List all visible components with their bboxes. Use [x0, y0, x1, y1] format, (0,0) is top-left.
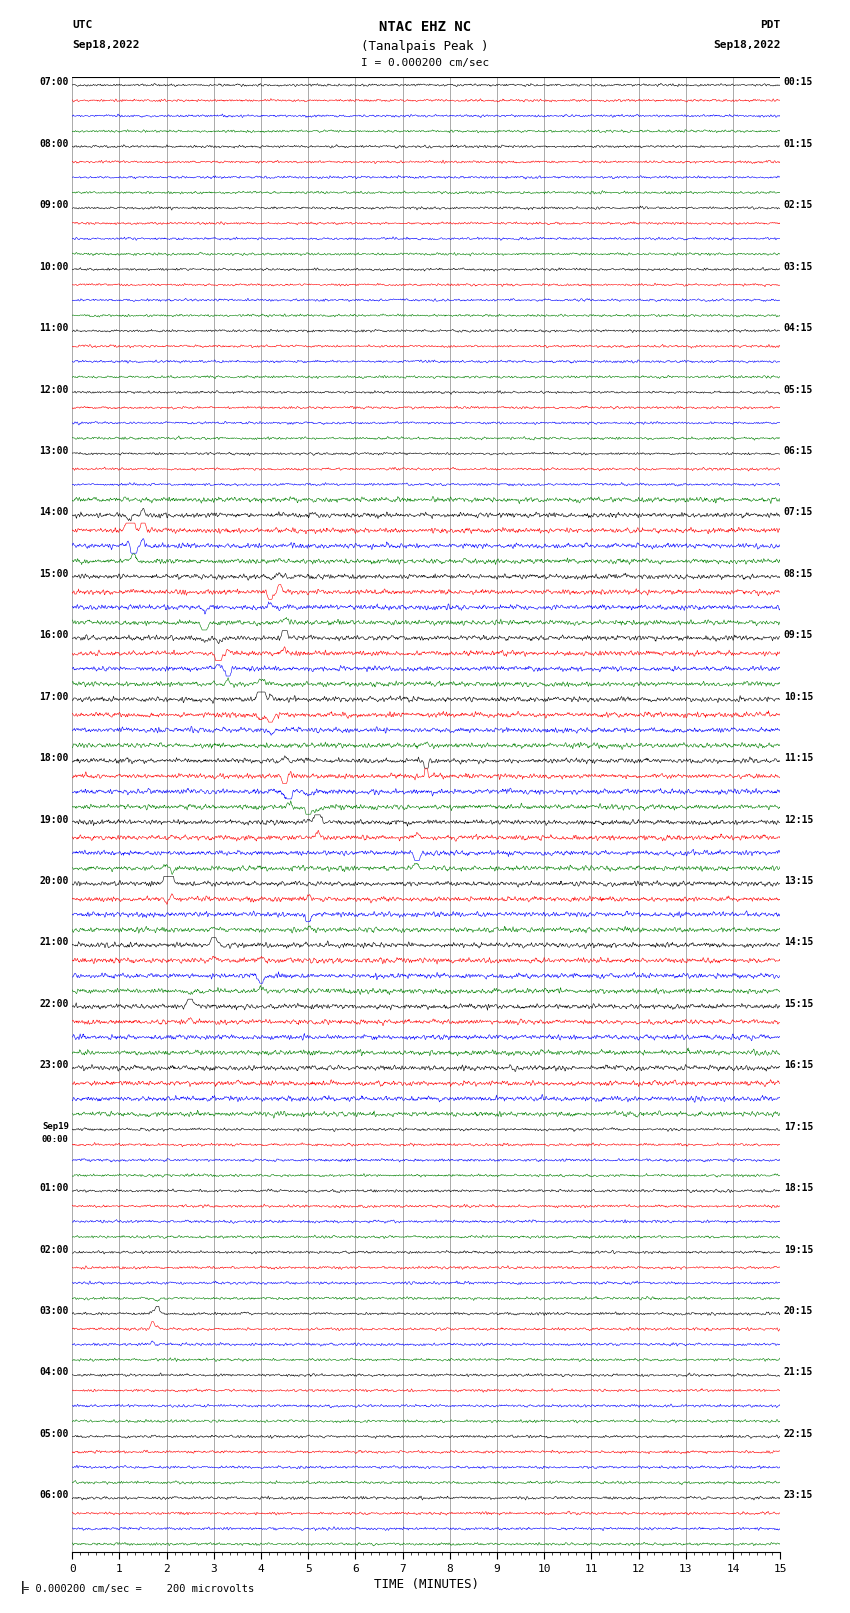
Text: 15:00: 15:00 [39, 569, 69, 579]
Text: 04:00: 04:00 [39, 1368, 69, 1378]
Text: 08:15: 08:15 [784, 569, 813, 579]
Text: Sep18,2022: Sep18,2022 [72, 39, 139, 50]
Text: 16:15: 16:15 [784, 1060, 813, 1071]
Text: 10:00: 10:00 [39, 261, 69, 271]
Text: 05:15: 05:15 [784, 384, 813, 395]
Text: 14:00: 14:00 [39, 508, 69, 518]
Text: 00:00: 00:00 [42, 1134, 69, 1144]
Text: 20:15: 20:15 [784, 1307, 813, 1316]
Text: 22:15: 22:15 [784, 1429, 813, 1439]
Text: 23:15: 23:15 [784, 1490, 813, 1500]
Text: 04:15: 04:15 [784, 323, 813, 334]
Text: 11:15: 11:15 [784, 753, 813, 763]
Text: 13:15: 13:15 [784, 876, 813, 886]
Text: 17:15: 17:15 [784, 1121, 813, 1132]
Text: 02:00: 02:00 [39, 1245, 69, 1255]
X-axis label: TIME (MINUTES): TIME (MINUTES) [374, 1578, 479, 1590]
Text: 01:15: 01:15 [784, 139, 813, 148]
Text: NTAC EHZ NC: NTAC EHZ NC [379, 19, 471, 34]
Text: 12:15: 12:15 [784, 815, 813, 824]
Text: PDT: PDT [760, 19, 780, 31]
Text: 22:00: 22:00 [39, 998, 69, 1008]
Text: (Tanalpais Peak ): (Tanalpais Peak ) [361, 39, 489, 53]
Text: 20:00: 20:00 [39, 876, 69, 886]
Text: 07:00: 07:00 [39, 77, 69, 87]
Text: 18:00: 18:00 [39, 753, 69, 763]
Text: 19:15: 19:15 [784, 1245, 813, 1255]
Text: Sep18,2022: Sep18,2022 [713, 39, 780, 50]
Text: 08:00: 08:00 [39, 139, 69, 148]
Text: 12:00: 12:00 [39, 384, 69, 395]
Text: 19:00: 19:00 [39, 815, 69, 824]
Text: 06:15: 06:15 [784, 447, 813, 456]
Text: 03:00: 03:00 [39, 1307, 69, 1316]
Text: 15:15: 15:15 [784, 998, 813, 1008]
Text: 03:15: 03:15 [784, 261, 813, 271]
Text: Sep19: Sep19 [42, 1121, 69, 1131]
Text: UTC: UTC [72, 19, 93, 31]
Text: 14:15: 14:15 [784, 937, 813, 947]
Text: = 0.000200 cm/sec =    200 microvolts: = 0.000200 cm/sec = 200 microvolts [23, 1584, 254, 1594]
Text: 09:00: 09:00 [39, 200, 69, 210]
Text: 00:15: 00:15 [784, 77, 813, 87]
Text: |: | [19, 1581, 26, 1594]
Text: 01:00: 01:00 [39, 1184, 69, 1194]
Text: 10:15: 10:15 [784, 692, 813, 702]
Text: 17:00: 17:00 [39, 692, 69, 702]
Text: 21:00: 21:00 [39, 937, 69, 947]
Text: 07:15: 07:15 [784, 508, 813, 518]
Text: 02:15: 02:15 [784, 200, 813, 210]
Text: 23:00: 23:00 [39, 1060, 69, 1071]
Text: 18:15: 18:15 [784, 1184, 813, 1194]
Text: 21:15: 21:15 [784, 1368, 813, 1378]
Text: I = 0.000200 cm/sec: I = 0.000200 cm/sec [361, 58, 489, 68]
Text: 06:00: 06:00 [39, 1490, 69, 1500]
Text: 09:15: 09:15 [784, 631, 813, 640]
Text: 11:00: 11:00 [39, 323, 69, 334]
Text: 16:00: 16:00 [39, 631, 69, 640]
Text: 13:00: 13:00 [39, 447, 69, 456]
Text: 05:00: 05:00 [39, 1429, 69, 1439]
